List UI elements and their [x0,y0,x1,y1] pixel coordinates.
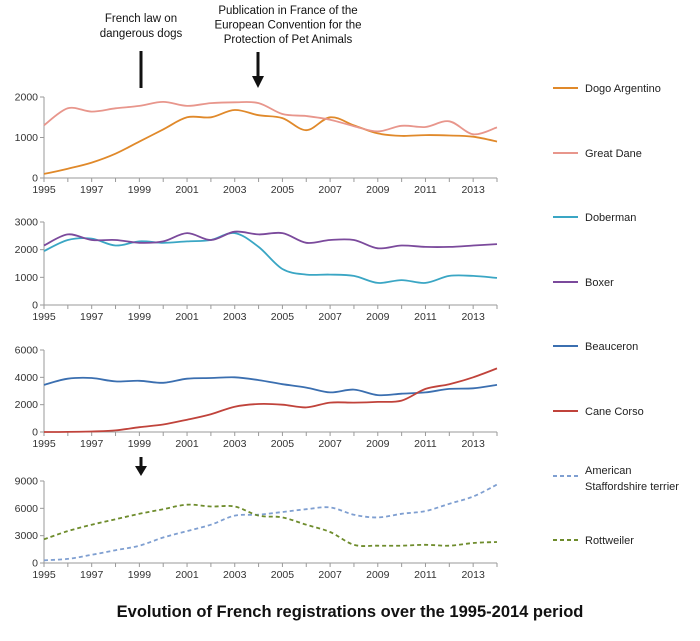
x-tick-label: 1995 [32,184,56,196]
legend-label: Rottweiler [585,535,634,547]
x-tick-label: 2009 [366,311,390,323]
x-tick-label: 1999 [128,438,152,450]
x-tick-label: 2013 [461,438,485,450]
legend-label: American [585,465,631,477]
legend-label: Beauceron [585,341,638,353]
y-tick-label: 1000 [15,272,39,284]
law-arrow-head [135,466,147,476]
x-tick-label: 2001 [175,311,199,323]
x-tick-label: 2011 [414,569,437,581]
annotation-convention-arrow-head [252,76,264,88]
legend-item: Cane Corso [553,406,644,418]
legend-label: Boxer [585,277,614,289]
y-tick-label: 9000 [15,476,39,488]
x-tick-label: 2009 [366,569,390,581]
y-tick-label: 4000 [15,372,39,384]
x-tick-label: 1997 [80,184,104,196]
series-line-great-dane [43,101,498,136]
x-tick-label: 1995 [32,438,56,450]
x-tick-label: 2013 [461,311,485,323]
x-tick-label: 1995 [32,569,56,581]
chart-legend: Dogo Argentino Great Dane Doberman Boxer Bea… [553,83,679,547]
series-line-american-staffordshire-terrier [43,483,498,562]
annotation-law-line: French law on [105,13,177,25]
chart-annotations: French law on dangerous dogs Publication i… [100,5,362,476]
x-tick-label: 1997 [80,311,104,323]
x-tick-label: 2005 [271,184,295,196]
legend-label: Staffordshire terrier [585,481,679,493]
x-tick-label: 2007 [318,438,342,450]
chart-panels: 0 1000 2000 1995 1997 1999 2001 2003 2005 2007 200… [15,92,498,581]
x-tick-label: 2003 [223,438,247,450]
series-line-cane-corso [43,367,498,433]
series-line-dogo-argentino [43,109,498,175]
legend-item: Doberman [553,212,636,224]
series-line-doberman [43,232,498,284]
y-tick-label: 1000 [15,132,39,144]
annotation-convention-line: Protection of Pet Animals [224,34,353,46]
x-tick-label: 2011 [414,311,437,323]
annotation-law-line: dangerous dogs [100,28,183,40]
x-tick-label: 2005 [271,311,295,323]
x-tick-label: 2003 [223,184,247,196]
y-tick-label: 6000 [15,503,39,515]
x-tick-label: 1997 [80,569,104,581]
annotation-convention-line: Publication in France of the [218,5,357,17]
x-tick-label: 1997 [80,438,104,450]
series-line-beauceron [43,376,498,397]
x-tick-label: 2003 [223,311,247,323]
x-tick-label: 2001 [175,569,199,581]
x-tick-label: 1999 [128,311,152,323]
legend-item: American Staffordshire terrier [553,465,679,493]
series-line-rottweiler [43,503,498,547]
y-tick-label: 3000 [15,217,39,229]
legend-label: Doberman [585,212,636,224]
x-tick-label: 2009 [366,438,390,450]
chart-title: Evolution of French registrations over t… [116,603,584,621]
x-tick-label: 2011 [414,184,437,196]
legend-label: Cane Corso [585,406,644,418]
x-tick-label: 2005 [271,569,295,581]
series-line-boxer [43,230,498,250]
x-tick-label: 1999 [128,184,152,196]
x-tick-label: 2001 [175,438,199,450]
x-tick-label: 2001 [175,184,199,196]
legend-item: Rottweiler [553,535,634,547]
y-tick-label: 0 [32,558,38,570]
x-tick-label: 2007 [318,569,342,581]
annotation-convention-line: European Convention for the [214,20,361,32]
legend-label: Great Dane [585,148,642,160]
chart-panel-1: 0 1000 2000 1995 1997 1999 2001 2003 2005 2007 200… [15,92,498,196]
x-tick-label: 2009 [366,184,390,196]
y-tick-label: 0 [32,173,38,185]
chart-panel-3: 0 2000 4000 6000 1995 1997 1999 2001 2003 2005 200… [15,345,498,450]
x-tick-label: 2003 [223,569,247,581]
legend-label: Dogo Argentino [585,83,661,95]
y-tick-label: 2000 [15,92,39,104]
chart-panel-2: 0 1000 2000 3000 1995 1997 1999 2001 2003 2005 200… [15,217,498,323]
legend-item: Great Dane [553,148,642,160]
legend-item: Dogo Argentino [553,83,661,95]
y-tick-label: 2000 [15,244,39,256]
y-tick-label: 6000 [15,345,39,357]
legend-item: Boxer [553,277,614,289]
x-tick-label: 2007 [318,184,342,196]
chart-panel-4: 0 3000 6000 9000 1995 1997 1999 2001 2003 2005 200… [15,476,498,581]
legend-item: Beauceron [553,341,638,353]
y-tick-label: 2000 [15,399,39,411]
x-tick-label: 2013 [461,569,485,581]
y-tick-label: 3000 [15,530,39,542]
y-tick-label: 0 [32,300,38,312]
x-tick-label: 2007 [318,311,342,323]
y-tick-label: 0 [32,427,38,439]
x-tick-label: 1995 [32,311,56,323]
x-tick-label: 2011 [414,438,437,450]
x-tick-label: 2005 [271,438,295,450]
x-tick-label: 1999 [128,569,152,581]
x-tick-label: 2013 [461,184,485,196]
